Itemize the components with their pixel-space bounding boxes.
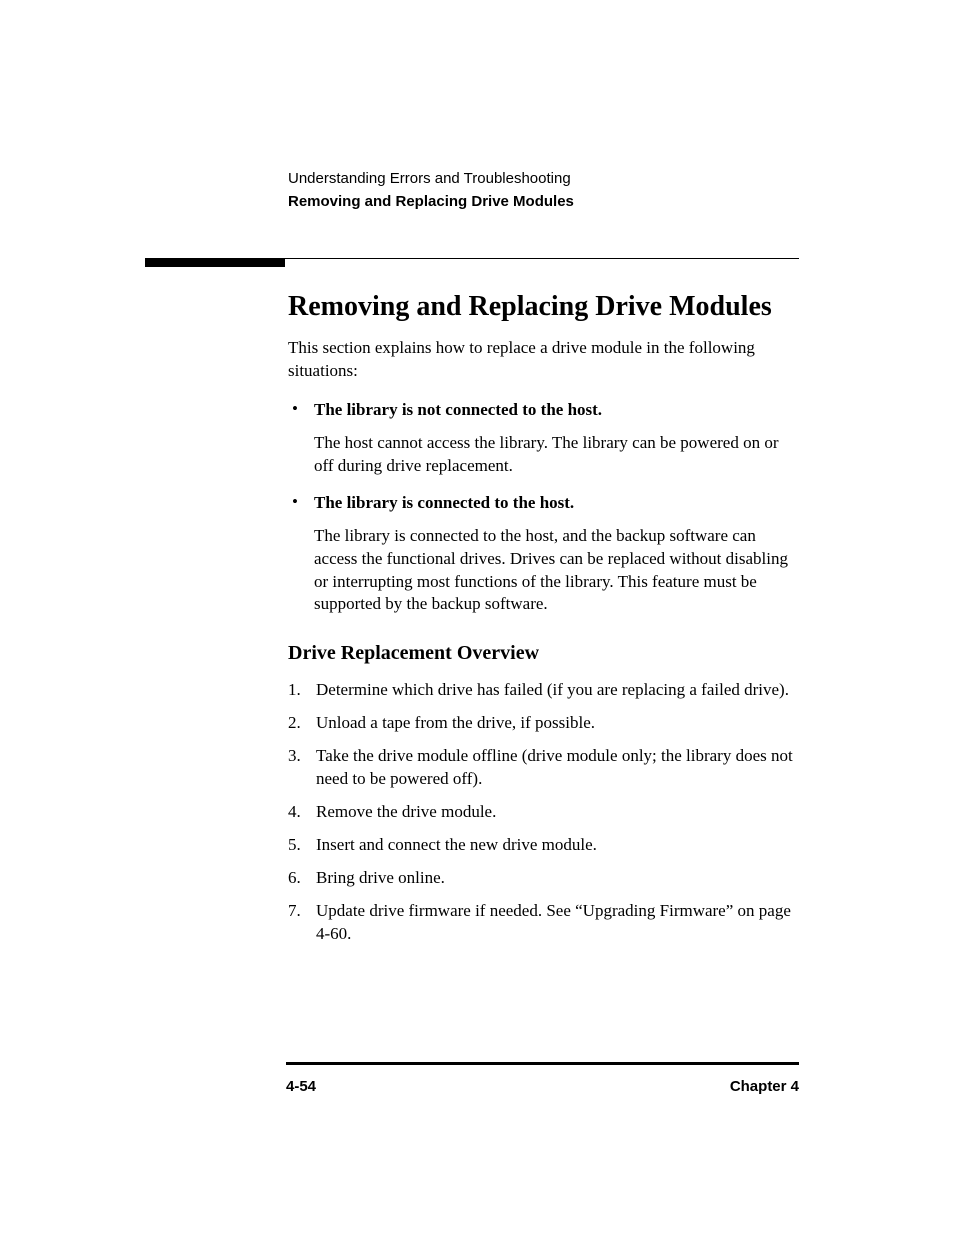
- header-rule-tab: [145, 258, 285, 267]
- intro-paragraph: This section explains how to replace a d…: [288, 337, 799, 383]
- header-rule-line: [285, 258, 799, 259]
- step-item: Update drive firmware if needed. See “Up…: [288, 900, 799, 946]
- page-footer: 4-54 Chapter 4: [286, 1078, 799, 1095]
- main-content: Removing and Replacing Drive Modules Thi…: [288, 291, 799, 946]
- bullet-heading: The library is connected to the host.: [314, 492, 799, 515]
- chapter-label: Chapter 4: [730, 1078, 799, 1095]
- list-item: The library is not connected to the host…: [288, 399, 799, 478]
- step-item: Take the drive module offline (drive mod…: [288, 745, 799, 791]
- footer-rule: [286, 1062, 799, 1065]
- bullet-body: The library is connected to the host, an…: [314, 525, 799, 617]
- step-item: Unload a tape from the drive, if possibl…: [288, 712, 799, 735]
- bullet-heading: The library is not connected to the host…: [314, 399, 799, 422]
- page: Understanding Errors and Troubleshooting…: [0, 0, 954, 946]
- header-chapter-title: Understanding Errors and Troubleshooting: [288, 170, 799, 187]
- steps-list: Determine which drive has failed (if you…: [288, 679, 799, 945]
- step-item: Insert and connect the new drive module.: [288, 834, 799, 857]
- header-rule: [145, 258, 799, 263]
- running-header: Understanding Errors and Troubleshooting…: [288, 170, 799, 210]
- section-heading: Removing and Replacing Drive Modules: [288, 291, 799, 323]
- page-number: 4-54: [286, 1078, 316, 1095]
- step-item: Bring drive online.: [288, 867, 799, 890]
- subsection-heading: Drive Replacement Overview: [288, 642, 799, 665]
- header-section-title: Removing and Replacing Drive Modules: [288, 193, 799, 210]
- situations-list: The library is not connected to the host…: [288, 399, 799, 617]
- step-item: Remove the drive module.: [288, 801, 799, 824]
- list-item: The library is connected to the host. Th…: [288, 492, 799, 617]
- bullet-body: The host cannot access the library. The …: [314, 432, 799, 478]
- step-item: Determine which drive has failed (if you…: [288, 679, 799, 702]
